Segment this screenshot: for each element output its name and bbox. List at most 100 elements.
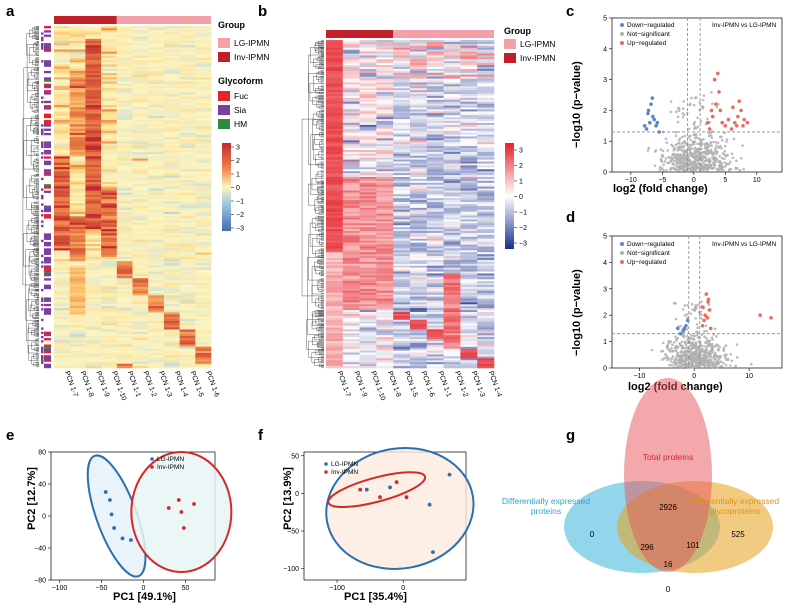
volcano-d-point-ns	[695, 349, 698, 353]
heatmap-a-glyco-cell	[41, 357, 44, 360]
volcano-c-point-ns	[712, 140, 715, 144]
heatmap-a-cell	[69, 53, 86, 57]
heatmap-b-cell	[443, 302, 461, 305]
heatmap-b-cell	[426, 325, 444, 328]
heatmap-a-cell	[132, 295, 149, 298]
heatmap-b-cell	[410, 70, 428, 74]
heatmap-b-cell	[426, 229, 444, 232]
heatmap-b-cell	[426, 360, 444, 363]
heatmap-a-cell	[54, 338, 70, 341]
heatmap-a-cell	[179, 87, 196, 91]
heatmap-b-cell	[393, 40, 411, 43]
heatmap-a-cell	[54, 141, 70, 144]
heatmap-a-cell	[163, 342, 180, 345]
heatmap-b-cell	[410, 65, 428, 68]
heatmap-a-cell	[132, 105, 149, 108]
heatmap-b-cell	[410, 360, 428, 363]
heatmap-a-cell	[69, 147, 86, 151]
heatmap-a-cell	[85, 248, 102, 251]
volcano-c-point-up	[718, 108, 723, 113]
volcano-d-point-ns	[661, 341, 665, 345]
heatmap-a-cell	[195, 81, 212, 85]
heatmap-a-cell	[85, 254, 102, 258]
heatmap-a-cell	[179, 177, 196, 181]
heatmap-b-cell	[410, 43, 428, 47]
heatmap-a-cell	[69, 312, 86, 315]
heatmap-b-cell	[326, 348, 344, 351]
heatmap-b-cell	[477, 40, 495, 43]
heatmap-b-cell	[443, 242, 461, 245]
heatmap-a-cell	[148, 162, 165, 166]
heatmap-a-cell	[54, 169, 70, 172]
heatmap-b-cell	[443, 92, 461, 95]
heatmap-b-cell	[460, 167, 478, 170]
heatmap-a-cell	[132, 239, 149, 243]
heatmap-a-cell	[163, 113, 180, 117]
heatmap-b-cell	[477, 339, 495, 342]
heatmap-b-cell	[342, 308, 360, 311]
heatmap-b-cell	[426, 281, 444, 284]
heatmap-b-scale-label: −3	[519, 241, 527, 248]
volcano-c-point-ns	[671, 145, 675, 148]
heatmap-a-glyco-cell	[44, 252, 51, 255]
heatmap-b-cell	[376, 45, 394, 49]
heatmap-a-cell	[195, 286, 212, 290]
heatmap-a-cell	[195, 26, 212, 29]
heatmap-b-cell	[477, 340, 495, 344]
heatmap-b-cell	[359, 124, 377, 128]
heatmap-a-cell	[116, 154, 133, 157]
heatmap-b-cell	[342, 205, 360, 209]
heatmap-b-cell	[359, 339, 377, 342]
heatmap-a-cell	[163, 45, 180, 48]
heatmap-b-cell	[460, 188, 478, 191]
heatmap-b-cell	[393, 339, 411, 342]
heatmap-b-cell	[376, 244, 394, 247]
heatmap-b-cell	[426, 122, 444, 126]
heatmap-a-cell	[116, 218, 133, 221]
heatmap-b-cell	[443, 312, 461, 315]
heatmap-b-cell	[326, 111, 344, 114]
heatmap-b-cell	[326, 192, 344, 195]
heatmap-b-cell	[410, 281, 428, 284]
heatmap-b-cell	[342, 329, 360, 332]
heatmap-a-cell	[195, 203, 212, 206]
heatmap-b-cell	[376, 136, 394, 139]
heatmap-a-cell	[132, 303, 149, 307]
heatmap-b-cell	[359, 198, 377, 201]
heatmap-b-cell	[426, 258, 444, 261]
heatmap-a-glyco-cell	[44, 100, 51, 104]
heatmap-a-cell	[116, 276, 133, 279]
volcano-c-point-down	[650, 96, 655, 100]
volcano-c-point-ns	[725, 140, 728, 144]
heatmap-a-cell	[132, 100, 149, 104]
heatmap-b-cell	[426, 329, 444, 332]
heatmap-a-cell	[163, 137, 180, 140]
heatmap-a-cell	[148, 222, 165, 226]
heatmap-b-cell	[410, 331, 428, 334]
heatmap-b-cell	[393, 111, 411, 114]
heatmap-b-cell	[460, 296, 478, 299]
heatmap-a-cell	[179, 30, 196, 33]
heatmap-b-cell	[376, 286, 394, 290]
heatmap-a-cell	[54, 83, 70, 87]
heatmap-a-cell	[132, 164, 149, 168]
heatmap-b-cell	[410, 169, 428, 172]
heatmap-b-cell	[477, 132, 495, 135]
heatmap-b-cell	[326, 271, 344, 274]
heatmap-a-cell	[116, 261, 133, 264]
heatmap-a-cell	[85, 128, 102, 132]
heatmap-b-cell	[376, 258, 394, 261]
heatmap-a-cell	[85, 261, 102, 264]
heatmap-a-cell	[148, 211, 165, 215]
volcano-c-point-down	[648, 120, 652, 125]
heatmap-a-cell	[148, 353, 165, 356]
heatmap-a-cell	[85, 70, 102, 74]
heatmap-a-cell	[179, 299, 196, 303]
heatmap-b-cell	[359, 325, 377, 328]
heatmap-b-cell	[326, 72, 344, 76]
volcano-c-point-down	[646, 111, 650, 116]
heatmap-b-cell	[376, 294, 394, 297]
volcano-d-point-ns	[667, 356, 670, 360]
heatmap-b-cell	[477, 84, 495, 87]
heatmap-b-cell	[426, 323, 444, 326]
